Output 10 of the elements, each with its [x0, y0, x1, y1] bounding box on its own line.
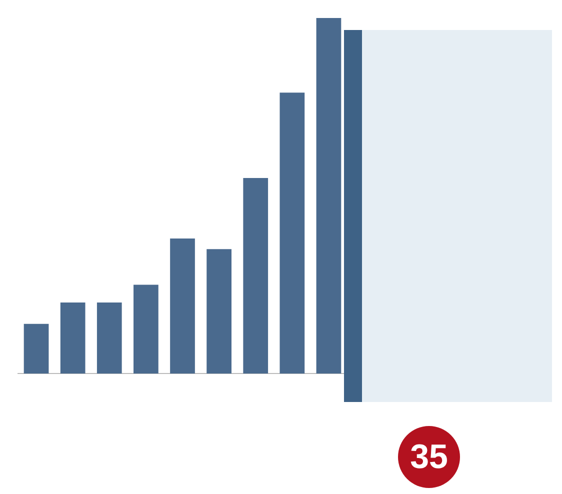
bar — [60, 302, 86, 374]
bar — [24, 324, 49, 374]
bar — [243, 178, 268, 374]
bar — [96, 302, 122, 374]
bar — [206, 249, 232, 374]
bar — [316, 18, 342, 374]
bar — [170, 238, 195, 374]
bar — [134, 284, 158, 374]
bar — [280, 92, 305, 374]
text: 35 — [398, 426, 460, 488]
